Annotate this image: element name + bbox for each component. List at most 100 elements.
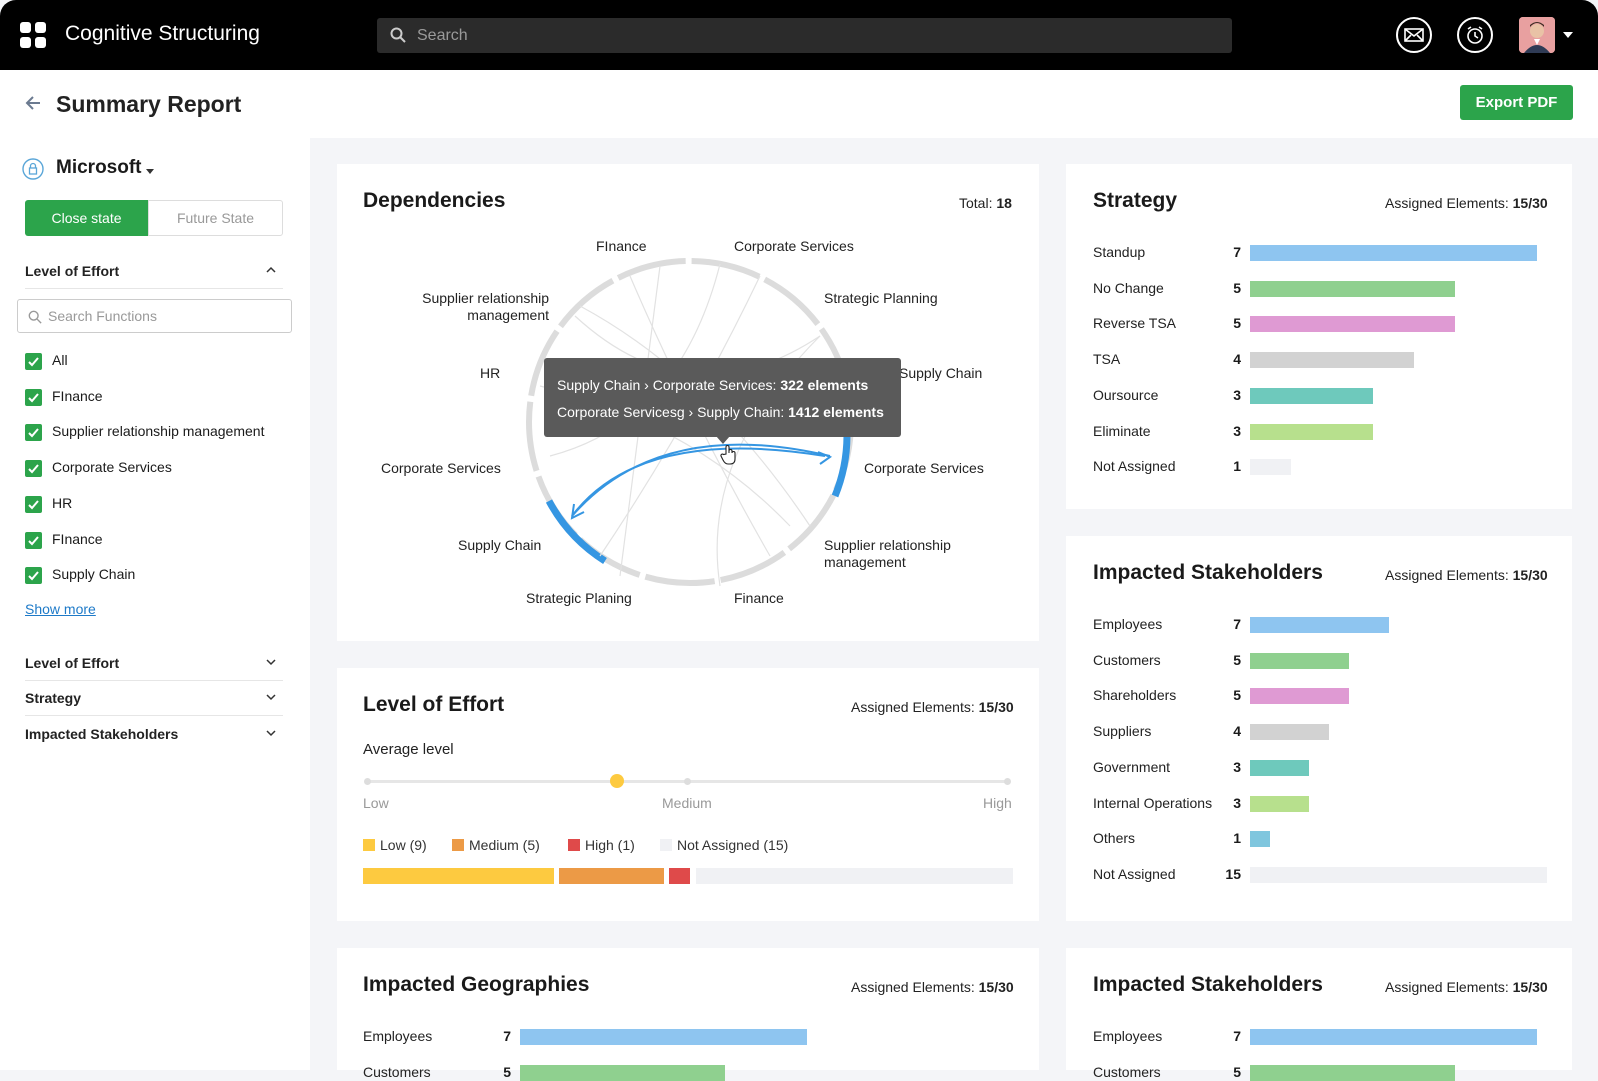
row-bar — [520, 1029, 807, 1045]
checkbox-6[interactable] — [25, 567, 42, 585]
geographies-title: Impacted Geographies — [363, 973, 590, 996]
row-label: Shareholders — [1093, 687, 1177, 704]
chevron-up-icon[interactable] — [266, 265, 276, 275]
row-value: 3 — [1233, 386, 1241, 403]
strategy-card — [1066, 164, 1572, 509]
chevron-down-icon[interactable] — [266, 692, 276, 702]
checkbox-label: Supply Chain — [52, 566, 136, 583]
average-level-marker — [609, 774, 624, 788]
row-bar — [1250, 688, 1349, 705]
page-title: Summary Report — [56, 91, 242, 117]
checkbox-4[interactable] — [25, 495, 42, 513]
stakeholders-title: Impacted Stakeholders — [1093, 561, 1323, 584]
search-functions-input[interactable]: Search Functions — [17, 299, 292, 333]
row-value: 7 — [1233, 616, 1241, 632]
checkbox-3[interactable] — [25, 460, 42, 478]
slider-tick — [684, 778, 691, 785]
row-label: Customers — [1093, 1063, 1161, 1080]
level-of-effort-collapsed-header[interactable]: Level of Effort — [25, 655, 120, 671]
stakeholders2-assigned: Assigned Elements: 15/30 — [1385, 979, 1548, 995]
alarm-clock-icon[interactable] — [1457, 17, 1493, 53]
effort-title: Level of Effort — [363, 693, 505, 716]
row-value: 5 — [1233, 315, 1241, 332]
app-logo-icon[interactable] — [20, 22, 46, 48]
row-bar — [1250, 652, 1349, 669]
checkmark-icon — [28, 464, 39, 474]
divider — [25, 715, 283, 716]
user-menu-chevron-down-icon[interactable] — [1563, 32, 1573, 38]
row-value: 3 — [1233, 758, 1241, 775]
company-chevron-down-icon[interactable] — [146, 169, 154, 174]
row-value: 5 — [1233, 651, 1241, 668]
row-value: 4 — [1233, 351, 1241, 368]
stakeholders-assigned: Assigned Elements: 15/30 — [1385, 567, 1548, 583]
row-label: Employees — [1093, 1028, 1163, 1044]
dependencies-title: Dependencies — [363, 189, 506, 212]
mail-icon[interactable] — [1396, 17, 1432, 53]
scale-medium: Medium — [662, 795, 712, 811]
show-more-link[interactable]: Show more — [25, 601, 96, 617]
row-label: Not Assigned — [1093, 865, 1176, 882]
row-value: 5 — [1233, 687, 1241, 704]
row-label: Eliminate — [1093, 422, 1151, 439]
app-title: Cognitive Structuring — [65, 22, 260, 45]
stakeholders2-title: Impacted Stakeholders — [1093, 973, 1323, 996]
company-lock-icon — [22, 158, 44, 180]
checkbox-2[interactable] — [25, 424, 42, 442]
legend-swatch — [452, 839, 464, 851]
row-value: 4 — [1233, 723, 1241, 740]
row-bar — [1250, 280, 1455, 297]
legend-swatch — [568, 839, 580, 851]
chord-node-label: Finance — [734, 590, 784, 606]
row-label: Suppliers — [1093, 723, 1152, 740]
row-bar — [1250, 423, 1373, 440]
chevron-down-icon[interactable] — [266, 657, 276, 667]
chevron-down-icon[interactable] — [266, 728, 276, 738]
chord-node-label: Supplier relationship management — [824, 537, 951, 570]
row-value: 5 — [503, 1063, 511, 1080]
legend-label: Medium (5) — [469, 837, 540, 853]
row-value: 7 — [1233, 1028, 1241, 1044]
scale-high: High — [983, 795, 1012, 811]
row-bar — [1250, 617, 1389, 633]
chord-node-label: Supplier relationship management — [422, 290, 549, 323]
chord-node-label: Corporate Services — [734, 238, 854, 254]
back-arrow-icon[interactable] — [24, 94, 42, 112]
checkbox-5[interactable] — [25, 531, 42, 549]
chord-node-label: Supply Chain — [458, 537, 542, 553]
checkbox-label: Supplier relationship management — [52, 423, 265, 440]
impacted-stakeholders-section-header[interactable]: Impacted Stakeholders — [25, 726, 179, 742]
level-of-effort-section-header[interactable]: Level of Effort — [25, 263, 120, 279]
close-state-tab[interactable]: Close state — [25, 200, 148, 236]
checkbox-0[interactable] — [25, 353, 42, 370]
checkbox-1[interactable] — [25, 388, 42, 406]
export-pdf-button[interactable]: Export PDF — [1460, 85, 1573, 120]
checkmark-icon — [28, 571, 39, 581]
row-value: 3 — [1233, 794, 1241, 811]
row-bar — [1250, 316, 1455, 333]
checkbox-label: FInance — [52, 387, 103, 404]
top-bar: Cognitive Structuring Search — [0, 0, 1598, 70]
chord-node-label: Supply Chain — [899, 365, 983, 381]
filter-sidebar — [0, 138, 310, 1070]
row-label: Customers — [1093, 651, 1161, 668]
average-level-label: Average level — [363, 741, 454, 758]
row-value: 5 — [1233, 1063, 1241, 1080]
future-state-tab[interactable]: Future State — [148, 200, 283, 236]
row-bar — [1250, 245, 1537, 261]
row-bar — [1250, 759, 1310, 776]
row-label: Employees — [1093, 616, 1163, 632]
row-label: Not Assigned — [1093, 458, 1176, 475]
company-selector[interactable]: Microsoft — [56, 157, 142, 178]
chord-node-label: Strategic Planing — [526, 590, 632, 606]
checkbox-label: FInance — [52, 530, 103, 547]
row-bar — [520, 1064, 725, 1081]
chord-node-label: FInance — [596, 238, 647, 254]
strategy-section-header[interactable]: Strategy — [25, 690, 82, 706]
user-avatar[interactable] — [1519, 17, 1555, 53]
row-bar — [1250, 724, 1330, 741]
chord-node-label: Strategic Planning — [824, 290, 938, 306]
legend-label: High (1) — [585, 837, 635, 853]
global-search-input[interactable]: Search — [377, 18, 1232, 53]
impacted-geographies-card — [337, 948, 1039, 1070]
